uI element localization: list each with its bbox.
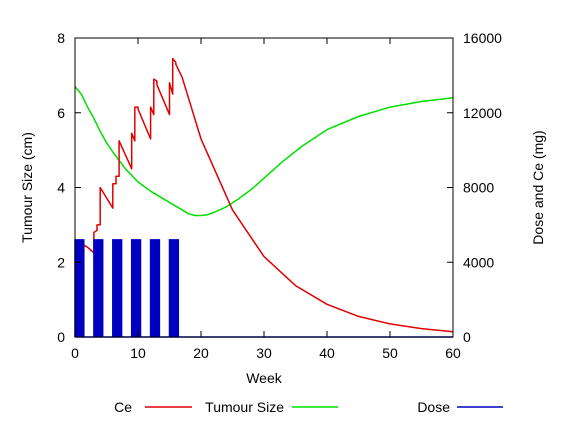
y-left-tick-label: 6: [57, 105, 65, 121]
y-right-tick-label: 0: [463, 329, 471, 345]
x-tick-label: 10: [130, 345, 146, 361]
plot-area: [74, 57, 454, 338]
x-axis-title: Week: [246, 370, 283, 386]
legend-label-tumour-size: Tumour Size: [205, 399, 284, 415]
x-tick-label: 20: [193, 345, 209, 361]
x-tick-label: 40: [319, 345, 335, 361]
x-tick-label: 0: [71, 345, 79, 361]
series-line-tumour-size: [74, 86, 454, 217]
y-left-tick-label: 4: [57, 180, 65, 196]
legend: Ce Tumour Size Dose: [114, 399, 503, 415]
legend-label-dose: Dose: [417, 399, 450, 415]
y-axis-left-title: Tumour Size (cm): [19, 132, 35, 243]
y-left-tick-label: 8: [57, 30, 65, 46]
series-line-ce: [74, 57, 454, 338]
legend-label-ce: Ce: [114, 399, 132, 415]
x-tick-label: 60: [445, 345, 461, 361]
y-right-tick-label: 8000: [463, 180, 494, 196]
x-tick-label: 30: [256, 345, 272, 361]
y-right-tick-label: 16000: [463, 30, 502, 46]
y-left-tick-label: 2: [57, 254, 65, 270]
y-right-tick-label: 12000: [463, 105, 502, 121]
series-line-dose: [74, 239, 453, 338]
y-left-tick-label: 0: [57, 329, 65, 345]
x-tick-label: 50: [382, 345, 398, 361]
y-axis-right-title: Dose and Ce (mg): [530, 130, 546, 244]
y-right-tick-label: 4000: [463, 254, 494, 270]
